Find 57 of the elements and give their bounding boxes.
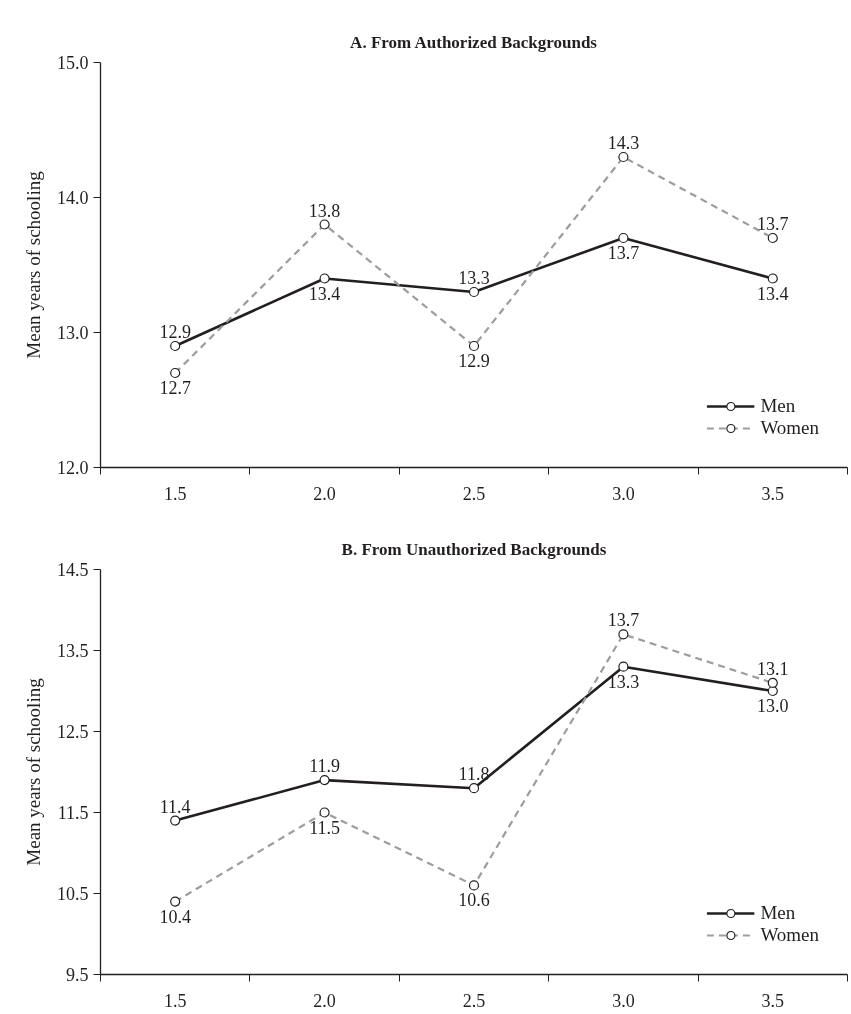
point	[468, 783, 480, 794]
data-label: 13.7	[757, 214, 789, 234]
y-tick-label: 12.0	[57, 458, 89, 478]
point	[618, 232, 629, 244]
x-tick-label: 3.5	[761, 483, 785, 504]
x-tick-label: 1.5	[163, 990, 187, 1011]
data-label: 12.9	[458, 351, 490, 371]
legend-label: Men	[760, 902, 796, 924]
point	[618, 661, 629, 672]
x-tick-label: 3.0	[612, 483, 635, 504]
chart-title: A. From Authorized Backgrounds	[350, 32, 598, 52]
data-label: 13.3	[607, 671, 640, 692]
data-label: 10.4	[159, 906, 191, 927]
legend-label: Men	[760, 395, 796, 417]
data-label: 11.5	[309, 817, 341, 838]
point	[767, 273, 778, 284]
point	[170, 815, 181, 826]
data-label: 13.8	[308, 200, 341, 221]
data-label: 11.9	[309, 756, 341, 777]
y-axis-title: Mean years of schooling	[23, 677, 44, 866]
data-label: 12.9	[159, 322, 191, 342]
y-tick-label: 10.5	[57, 884, 89, 904]
y-tick-label: 11.5	[57, 803, 89, 823]
x-tick-label: 3.0	[612, 990, 635, 1011]
data-label: 13.7	[607, 243, 640, 263]
y-tick-label: 13.0	[57, 323, 89, 343]
data-label: 13.7	[607, 610, 640, 631]
data-label: 12.7	[159, 378, 191, 398]
y-axis-title: Mean years of schooling	[23, 170, 44, 359]
x-tick-label: 2.5	[462, 483, 486, 504]
point	[170, 340, 181, 352]
data-label: 13.3	[458, 268, 490, 288]
data-label: 13.4	[757, 283, 789, 304]
x-tick-label: 2.0	[313, 990, 336, 1011]
point	[319, 775, 330, 786]
y-tick-label: 13.5	[57, 641, 89, 661]
y-tick-label: 9.5	[66, 965, 89, 985]
data-label: 13.0	[757, 696, 789, 716]
point	[468, 286, 480, 298]
x-tick-label: 3.5	[761, 990, 785, 1011]
y-tick-label: 14.5	[57, 560, 89, 580]
data-label: 11.4	[159, 796, 191, 817]
data-label: 10.6	[458, 890, 490, 911]
data-label: 13.1	[757, 658, 789, 679]
x-tick-label: 2.5	[462, 990, 486, 1011]
x-tick-label: 1.5	[163, 483, 187, 504]
legend-label: Women	[760, 417, 819, 439]
point	[767, 685, 778, 697]
y-tick-label: 15.0	[57, 53, 89, 73]
y-tick-label: 12.5	[57, 722, 89, 742]
point	[319, 273, 330, 284]
y-tick-label: 14.0	[57, 188, 89, 208]
chart-title: B. From Unauthorized Backgrounds	[341, 539, 607, 559]
x-tick-label: 2.0	[313, 483, 336, 504]
legend-label: Women	[760, 924, 819, 946]
data-label: 13.4	[308, 283, 341, 304]
data-label: 14.3	[607, 133, 640, 153]
